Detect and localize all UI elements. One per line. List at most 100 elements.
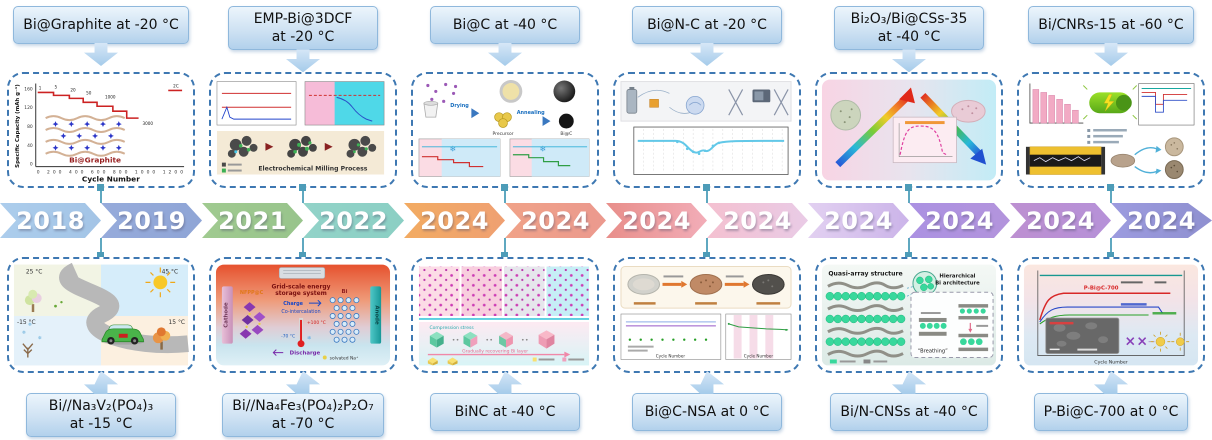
event-text: Bi@C-NSA at 0 °C (644, 403, 770, 420)
arrow-up-icon (488, 371, 522, 394)
connector-line (908, 187, 910, 203)
synthesis-scheme: Drying Precursor Annealing Bi@C ❄ ❄ (418, 80, 590, 177)
separator-icon (728, 89, 744, 116)
top-labels-row: Bi@Graphite at -20 °C EMP-Bi@3DCF at -20 … (0, 6, 1212, 73)
connector-line (504, 187, 506, 203)
timeline-segment-2018: 2018 (0, 203, 101, 238)
breathing-label: “Breathing” (918, 349, 948, 355)
timeline-year: 2024 (925, 206, 994, 235)
arrow-down-icon (892, 49, 926, 73)
battery-and-charts (1025, 83, 1195, 179)
product-label: Bi@C (560, 131, 572, 137)
arrow-down-icon (286, 49, 320, 73)
arrow-down-icon (1094, 43, 1128, 66)
snowflake-icon: ❅ (38, 336, 42, 342)
bi-lattice (329, 297, 360, 343)
figure-p-bi-c-700-cycling: P-Bi@C-700 Cycle Number (1017, 257, 1205, 373)
connector-dot (1107, 184, 1114, 191)
event-label-binc: BiNC at -40 °C (430, 393, 580, 431)
quasi-array-illustration: Quasi-array structure (821, 264, 997, 366)
timeline-segment-2024-a: 2024 (404, 203, 505, 238)
timeline-year: 2024 (723, 206, 792, 235)
rainbow-arrow-up (835, 94, 910, 168)
connector-line (100, 187, 102, 203)
timeline-segment-2024-e: 2024 (808, 203, 909, 238)
connector-line (908, 238, 910, 257)
figure-bi2o3-temperature-range (815, 72, 1003, 188)
product-sphere-icon (553, 80, 576, 103)
structure-title: Quasi-array structure (828, 270, 902, 277)
cathode-label: Cathode (223, 302, 229, 328)
cathode-bar (221, 286, 233, 344)
nfpp-crystals (239, 302, 266, 339)
svg-text:80: 80 (27, 124, 33, 130)
temperature-label: 45 °C (162, 268, 179, 275)
bottom-figures-row: ❅ ❅ ❅ 25 °C 45 °C -15 °C 15 °C (0, 257, 1212, 373)
event-text: Bi//Na₄Fe₃(PO₄)₂P₂O₇ (232, 398, 374, 414)
event-label-bi-graphite: Bi@Graphite at -20 °C (13, 6, 189, 44)
anode-bar (370, 286, 382, 344)
particle-cluster (346, 135, 377, 158)
event-text: Bi₂O₃/Bi@CSs-35 (850, 11, 968, 27)
arrow-up-icon (84, 371, 118, 394)
connector-dot (905, 252, 912, 259)
recovering-label: Gradually recovering Bi layer (462, 349, 528, 355)
event-label-na3v2po43: Bi//Na₃V₂(PO₄)₃ at -15 °C (26, 393, 176, 438)
event-label-bi-c-nsa: Bi@C-NSA at 0 °C (632, 393, 782, 431)
timeline-year: 2024 (521, 206, 590, 235)
long-cycling-chart: P-Bi@C-700 Cycle Number (1023, 264, 1199, 365)
event-label-bi-cnrs: Bi/CNRs-15 at -60 °C (1028, 6, 1194, 44)
timeline-year: 2024 (1026, 206, 1095, 235)
series-line-700 (1039, 292, 1171, 321)
ac-unit-icon (278, 267, 326, 279)
series-line-600 (1039, 306, 1163, 323)
figure-electrochemical-milling: Electrochemical Milling Process (209, 72, 397, 188)
timeline-segment-2024-b: 2024 (505, 203, 606, 238)
rainbow-arrows-illustration (821, 79, 997, 181)
event-text: Bi//Na₃V₂(PO₄)₃ (48, 398, 154, 414)
cluster-sem-icon (951, 99, 986, 123)
rate-label: 1 (39, 85, 42, 90)
powder-box-icon (649, 99, 659, 108)
svg-text:120: 120 (24, 105, 33, 111)
event-text: Bi@N-C at -20 °C (647, 16, 767, 33)
temperature-label: 25 °C (26, 268, 43, 275)
inset-label: Bi@Graphite (69, 156, 121, 165)
connector-dot (501, 252, 508, 259)
battery-icon (626, 89, 638, 114)
arrow-up-icon (1094, 371, 1128, 394)
event-label-emp-bi-3dcf: EMP-Bi@3DCF at -20 °C (228, 6, 378, 51)
timeline-segment-2024-h: 2024 (1111, 203, 1212, 238)
slurry-icon (685, 95, 705, 115)
sun-icon (153, 275, 168, 290)
svg-text:40: 40 (27, 143, 33, 149)
figure-bi-c-nsa-synthesis: Cycle Number Cycle Number (613, 257, 801, 373)
autumn-tree-icon (152, 327, 171, 350)
timeline-segment-2022: 2022 (303, 203, 404, 238)
x-axis-label: Cycle Number (82, 174, 140, 183)
timeline-bar: 2018 2019 2021 2022 2024 2024 2024 2024 … (0, 203, 1212, 238)
timeline-segment-2024-d: 2024 (707, 203, 808, 238)
connector-dot (299, 184, 306, 191)
arrow-up-icon (690, 371, 724, 394)
connector-line (706, 238, 708, 257)
treated-electrode-photo (689, 273, 723, 295)
svg-text:3000: 3000 (143, 121, 154, 126)
temperature-label: 15 °C (169, 319, 186, 326)
hierarchical-title: Hierarchical (939, 273, 975, 279)
event-text: Bi/N-CNSs at -40 °C (840, 403, 978, 420)
svg-text:1000: 1000 (105, 94, 116, 99)
y-axis-label: Specific Capacity (mAh g⁻¹) (14, 84, 21, 168)
svg-text:20: 20 (70, 87, 76, 92)
pouch-cell-illustration (1025, 146, 1106, 175)
precursor-solution-dots (426, 82, 458, 103)
anode-label: Anode (374, 305, 380, 325)
series-label: P-Bi@C-700 (1084, 285, 1119, 291)
svg-text:5: 5 (55, 84, 58, 89)
snowflake-icon: ❅ (28, 322, 32, 328)
bi-atoms-stars (52, 121, 122, 151)
timeline-year: 2022 (319, 206, 388, 235)
snowflake-icon: ❄ (450, 145, 457, 154)
separator-icon (773, 89, 789, 116)
full-cell-scheme: Cathode Anode Grid-scale energy storage … (215, 264, 391, 366)
